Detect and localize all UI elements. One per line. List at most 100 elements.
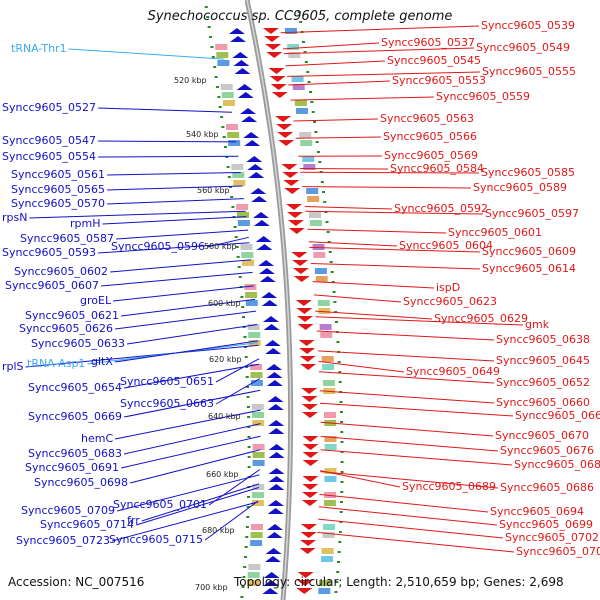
label-syncc9605-0592[interactable]: Syncc9605_0592 — [394, 202, 489, 215]
label-rpls[interactable]: rplS — [2, 360, 24, 373]
tick-dot-right — [337, 561, 340, 563]
label-syncc9605-0597[interactable]: Syncc9605_0597 — [485, 207, 580, 220]
label-syncc9605-0689[interactable]: Syncc9605_0689 — [402, 480, 497, 493]
label-syncc9605-0570[interactable]: Syncc9605_0570 — [11, 197, 106, 210]
label-syncc9605-0633[interactable]: Syncc9605_0633 — [31, 337, 126, 350]
tick-label-680: 680 kbp — [202, 526, 235, 535]
label-syncc9605-0660[interactable]: Syncc9605_0660 — [496, 396, 591, 409]
label-syncc9605-0723[interactable]: Syncc9605_0723 — [16, 534, 111, 547]
label-syncc9605-0601[interactable]: Syncc9605_0601 — [448, 226, 543, 239]
label-syncc9605-0565[interactable]: Syncc9605_0565 — [11, 183, 106, 196]
label-syncc9605-0555[interactable]: Syncc9605_0555 — [482, 65, 577, 78]
forward-gene-arrow — [243, 132, 260, 138]
label-rpsn[interactable]: rpsN — [2, 211, 28, 224]
label-trna-thr1[interactable]: tRNA-Thr1 — [11, 42, 67, 55]
label-syncc9605-0715[interactable]: Syncc9605_0715 — [109, 533, 204, 546]
label-syncc9605-0593[interactable]: Syncc9605_0593 — [2, 246, 97, 259]
label-syncc9605-0561[interactable]: Syncc9605_0561 — [11, 168, 106, 181]
label-syncc9605-0686[interactable]: Syncc9605_0686 — [500, 481, 595, 494]
label-syncc9605-0621[interactable]: Syncc9605_0621 — [25, 309, 120, 322]
tick-dot-left — [243, 336, 247, 338]
label-syncc9605-0702[interactable]: Syncc9605_0702 — [505, 531, 600, 544]
tick-label-540: 540 kbp — [186, 130, 219, 139]
cog-block-right — [320, 332, 333, 338]
label-syncc9605-0691[interactable]: Syncc9605_0691 — [25, 461, 120, 474]
label-ispd[interactable]: ispD — [436, 281, 461, 294]
label-syncc9605-0665[interactable]: Syncc9605_0665 — [515, 409, 600, 422]
label-trna-asp1[interactable]: tRNA-Asp1 — [27, 357, 86, 370]
tick-dot-left — [238, 276, 242, 278]
label-gltx[interactable]: gltX — [91, 355, 113, 368]
label-syncc9605-0651[interactable]: Syncc9605_0651 — [120, 375, 215, 388]
label-syncc9605-0654[interactable]: Syncc9605_0654 — [28, 381, 123, 394]
label-syncc9605-0554[interactable]: Syncc9605_0554 — [2, 150, 97, 163]
label-syncc9605-0670[interactable]: Syncc9605_0670 — [495, 429, 590, 442]
label-syncc9605-0596[interactable]: Syncc9605_0596 — [111, 240, 206, 253]
label-syncc9605-0652[interactable]: Syncc9605_0652 — [496, 376, 591, 389]
label-syncc9605-0623[interactable]: Syncc9605_0623 — [403, 295, 498, 308]
label-rpmh[interactable]: rpmH — [70, 217, 101, 230]
label-syncc9605-0614[interactable]: Syncc9605_0614 — [482, 262, 577, 275]
tick-dot-left — [225, 156, 229, 158]
label-syncc9605-0694[interactable]: Syncc9605_0694 — [490, 505, 585, 518]
genome-stats-text: Topology: circular; Length: 2,510,659 bp… — [234, 575, 564, 589]
label-syncc9605-0547[interactable]: Syncc9605_0547 — [2, 134, 97, 147]
label-syncc9605-0559[interactable]: Syncc9605_0559 — [436, 90, 531, 103]
leader-line-left — [123, 423, 261, 455]
label-syncc9605-0649[interactable]: Syncc9605_0649 — [406, 365, 501, 378]
label-syncc9605-0537[interactable]: Syncc9605_0537 — [381, 36, 476, 49]
reverse-gene-arrow — [292, 268, 309, 274]
label-syncc9605-0680[interactable]: Syncc9605_0680 — [514, 458, 600, 471]
label-gmk[interactable]: gmk — [525, 318, 550, 331]
label-syncc9605-0626[interactable]: Syncc9605_0626 — [19, 322, 114, 335]
label-syncc9605-0545[interactable]: Syncc9605_0545 — [387, 54, 482, 67]
cog-block-right — [314, 268, 327, 274]
label-syncc9605-0645[interactable]: Syncc9605_0645 — [496, 354, 591, 367]
tick-dot-left — [211, 56, 215, 58]
label-syncc9605-0638[interactable]: Syncc9605_0638 — [496, 333, 591, 346]
label-syncc9605-0669[interactable]: Syncc9605_0669 — [28, 410, 123, 423]
label-syncc9605-0699[interactable]: Syncc9605_0699 — [499, 518, 594, 531]
label-syncc9605-0553[interactable]: Syncc9605_0553 — [392, 74, 487, 87]
label-syncc9605-0539[interactable]: Syncc9605_0539 — [481, 19, 576, 32]
tick-dot-left — [241, 586, 245, 588]
label-syncc9605-0609[interactable]: Syncc9605_0609 — [482, 245, 577, 258]
tick-dot-right — [332, 291, 336, 293]
label-syncc9605-0663[interactable]: Syncc9605_0663 — [120, 397, 215, 410]
label-syncc9605-0566[interactable]: Syncc9605_0566 — [383, 130, 478, 143]
label-frr[interactable]: frr — [127, 514, 140, 527]
label-syncc9605-0527[interactable]: Syncc9605_0527 — [2, 101, 97, 114]
label-syncc9605-0709[interactable]: Syncc9605_0709 — [21, 504, 116, 517]
tick-dot-left — [204, 6, 208, 8]
tick-dot-right — [333, 301, 337, 303]
label-syncc9605-0563[interactable]: Syncc9605_0563 — [380, 112, 475, 125]
label-syncc9605-0701[interactable]: Syncc9605_0701 — [113, 498, 208, 511]
label-syncc9605-0629[interactable]: Syncc9605_0629 — [434, 312, 529, 325]
reverse-gene-arrow — [264, 36, 280, 42]
cog-block-left — [231, 164, 244, 170]
label-syncc9605-0589[interactable]: Syncc9605_0589 — [473, 181, 568, 194]
label-syncc9605-0683[interactable]: Syncc9605_0683 — [28, 447, 123, 460]
label-syncc9605-0698[interactable]: Syncc9605_0698 — [34, 476, 129, 489]
leader-line-left — [98, 140, 237, 143]
label-syncc9605-0585[interactable]: Syncc9605_0585 — [481, 166, 576, 179]
tick-dot-right — [337, 361, 341, 363]
label-syncc9605-0584[interactable]: Syncc9605_0584 — [390, 162, 485, 175]
tick-dot-right — [335, 321, 338, 323]
label-syncc9605-0569[interactable]: Syncc9605_0569 — [384, 149, 479, 162]
label-groel[interactable]: groEL — [80, 294, 112, 307]
label-hemc[interactable]: hemC — [81, 432, 114, 445]
tick-dot-right — [334, 591, 338, 593]
label-syncc9605-0607[interactable]: Syncc9605_0607 — [5, 279, 100, 292]
label-syncc9605-0714[interactable]: Syncc9605_0714 — [40, 518, 135, 531]
leader-line-right — [317, 531, 515, 553]
label-syncc9605-0602[interactable]: Syncc9605_0602 — [14, 265, 109, 278]
label-syncc9605-0676[interactable]: Syncc9605_0676 — [500, 444, 595, 457]
cog-block-right — [321, 548, 334, 554]
label-syncc9605-0587[interactable]: Syncc9605_0587 — [20, 232, 115, 245]
label-syncc9605-0604[interactable]: Syncc9605_0604 — [399, 239, 494, 252]
label-syncc9605-0549[interactable]: Syncc9605_0549 — [476, 41, 571, 54]
leader-line-right — [288, 80, 391, 86]
